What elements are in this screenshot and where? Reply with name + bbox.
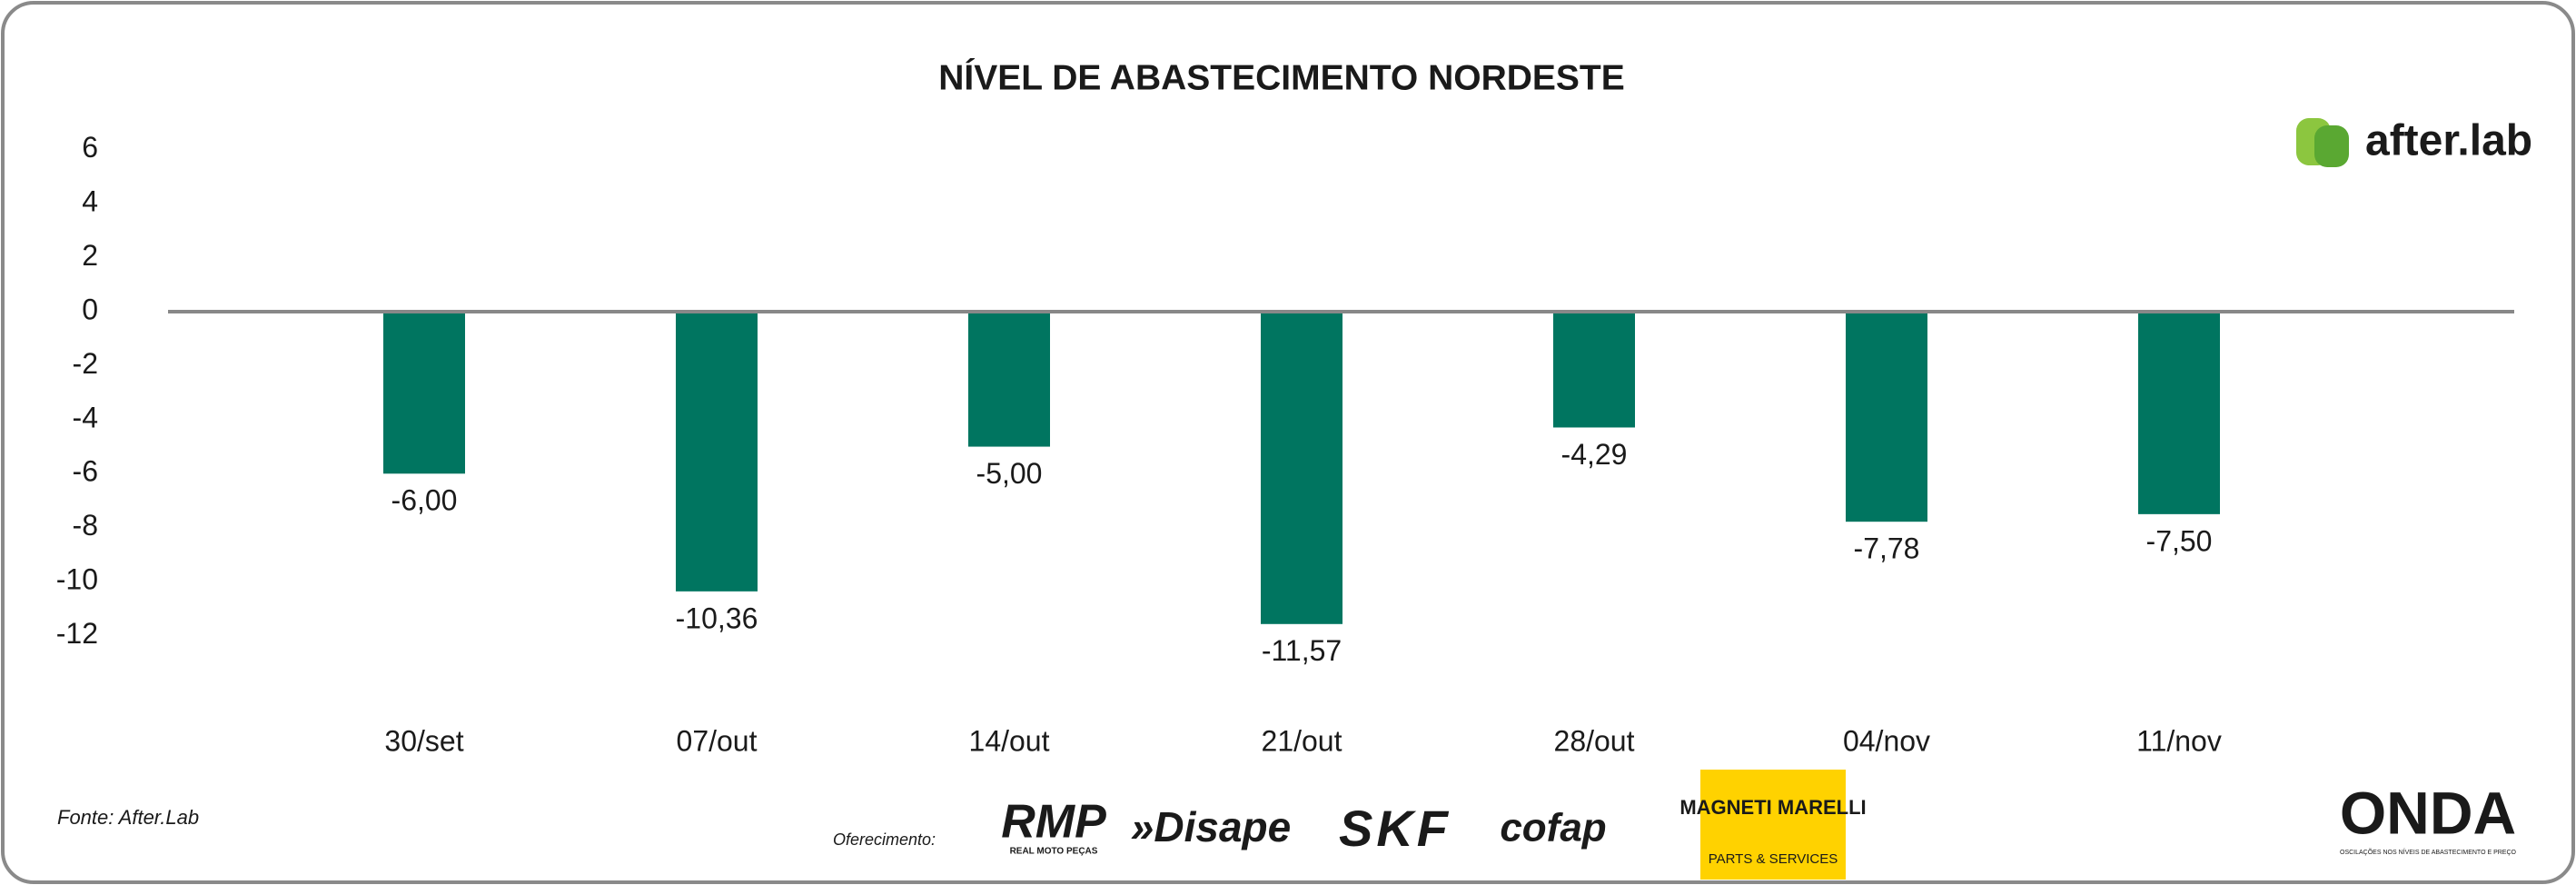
sponsor-logo-sub: PARTS & SERVICES [1709,851,1838,867]
value-label: -7,78 [1854,532,1920,565]
bar [1553,312,1635,428]
value-label: -7,50 [2146,524,2213,557]
x-tick-label: 21/out [1262,724,1342,757]
bar [2138,312,2220,514]
value-label: -10,36 [676,602,758,634]
brand-logo: after.lab [2296,117,2532,167]
x-tick-label: 11/nov [2136,724,2222,757]
bar [1846,312,1927,522]
bar [1261,312,1342,624]
sponsor-label: Oferecimento: [833,830,936,849]
bar [968,312,1050,447]
brand-name: after.lab [2365,117,2532,165]
value-label: -11,57 [1262,634,1342,667]
y-tick-label: 4 [82,185,98,218]
y-tick-label: 0 [82,293,98,325]
sponsor-box [1700,770,1846,880]
y-tick-label: -6 [73,455,98,488]
y-tick-label: -2 [73,347,98,380]
sponsor-logo: SKF [1339,800,1451,857]
y-tick-label: -8 [73,509,98,542]
x-tick-label: 04/nov [1843,724,1930,757]
partner-tagline: OSCILAÇÕES NOS NÍVEIS DE ABASTECIMENTO E… [2340,848,2517,856]
sponsor-logo: »Disape [1131,803,1291,850]
value-label: -4,29 [1561,438,1628,471]
x-tick-label: 07/out [677,724,758,757]
sponsor-logo: MAGNETI MARELLI [1679,796,1866,819]
value-label: -5,00 [976,457,1043,490]
y-tick-label: -4 [73,401,98,433]
x-tick-label: 14/out [969,724,1050,757]
x-tick-label: 30/set [384,724,463,757]
y-tick-label: 2 [82,239,98,272]
value-label: -6,00 [391,484,458,517]
y-tick-label: 6 [82,131,98,164]
y-tick-label: -10 [56,563,98,596]
x-tick-label: 28/out [1554,724,1635,757]
source: Fonte: After.Lab [57,806,199,829]
chart-title: NÍVEL DE ABASTECIMENTO NORDESTE [938,57,1625,97]
sponsor-logo-sub: REAL MOTO PEÇAS [1010,847,1098,857]
sponsor-logo: cofap [1500,806,1606,850]
sponsor-logo: RMP [1001,796,1106,849]
brand-shape [2314,125,2349,167]
partner-logo: ONDA [2340,779,2516,846]
y-tick-label: -12 [56,617,98,650]
bar [676,312,758,592]
bar [383,312,465,474]
